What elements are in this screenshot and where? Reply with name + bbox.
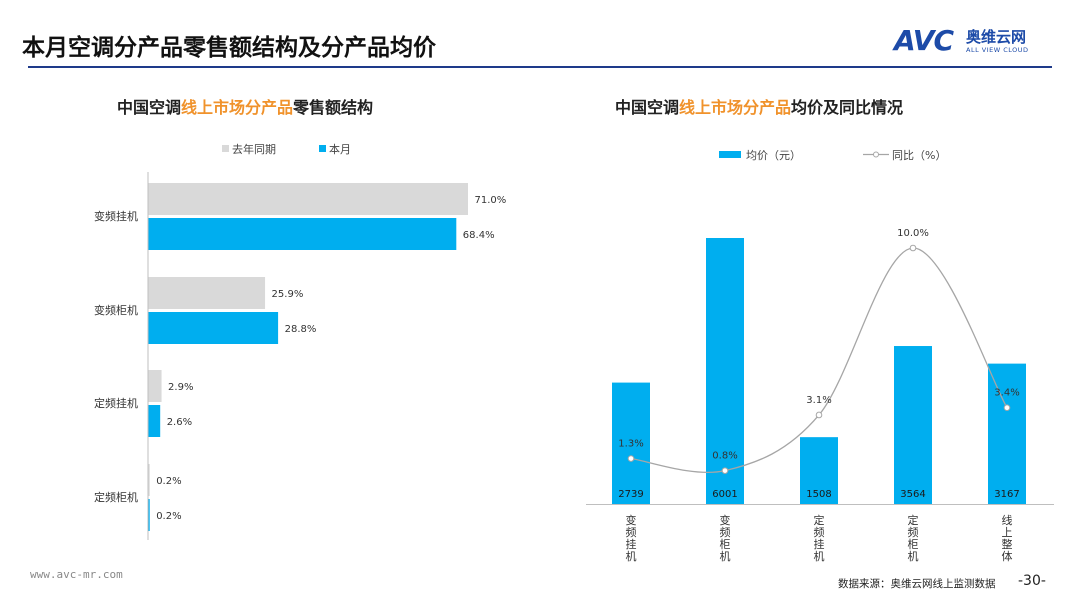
yoy-point-变频柜机 xyxy=(721,467,729,474)
legend-label-current: 本月 xyxy=(329,142,351,156)
yoy-label-变频挂机: 1.3% xyxy=(618,439,643,450)
yoy-point-线上整体 xyxy=(1003,404,1011,412)
bar-定频挂机-current xyxy=(148,405,161,437)
left-chart-title: 中国空调线上市场分产品零售额结构 xyxy=(117,94,373,118)
right-chart-title: 中国空调线上市场分产品均价及同比情况 xyxy=(615,94,903,118)
legend-label-previous: 去年同期 xyxy=(232,142,276,156)
legend-label-price: 均价（元） xyxy=(746,149,801,162)
bar-变频挂机-previous xyxy=(148,183,468,215)
price-label-定频挂机: 1508 xyxy=(806,489,831,500)
website-url[interactable]: www.avc-mr.com xyxy=(30,568,123,581)
right-title-pre: 中国空调 xyxy=(615,98,680,117)
left-title-highlight: 线上市场分产品 xyxy=(181,98,294,117)
right-title-post: 均价及同比情况 xyxy=(791,98,904,117)
legend-swatch-current xyxy=(319,145,326,152)
price-label-定频柜机: 3564 xyxy=(900,489,925,500)
column-定频柜机 xyxy=(894,346,932,504)
column-变频柜机 xyxy=(706,238,744,504)
price-label-变频挂机: 2739 xyxy=(618,489,643,500)
page-number: -30- xyxy=(1018,573,1046,589)
data-label-定频柜机-current: 0.2% xyxy=(156,511,181,522)
column-变频挂机 xyxy=(612,382,650,504)
category-label-定频挂机: 定频挂机 xyxy=(94,396,138,410)
logo-cn-text: 奥维云网 xyxy=(966,28,1027,46)
left-title-pre: 中国空调 xyxy=(117,98,182,117)
yoy-label-定频挂机: 3.1% xyxy=(806,395,831,406)
category-label-定频柜机: 定频柜机 xyxy=(908,513,919,563)
avc-logo: AVC 奥维云网 ALL VIEW CLOUD xyxy=(894,22,1054,58)
bar-定频挂机-previous xyxy=(148,370,162,402)
yoy-point-变频挂机 xyxy=(627,455,635,462)
logo-en-text: ALL VIEW CLOUD xyxy=(966,46,1029,54)
category-label-变频柜机: 变频柜机 xyxy=(720,513,731,563)
data-label-变频挂机-current: 68.4% xyxy=(463,230,495,241)
data-label-定频挂机-previous: 2.9% xyxy=(168,382,193,393)
yoy-label-线上整体: 3.4% xyxy=(994,388,1019,399)
bar-变频挂机-current xyxy=(148,218,457,250)
bar-定频柜机-current xyxy=(148,499,150,531)
yoy-label-变频柜机: 0.8% xyxy=(712,451,737,462)
bar-变频柜机-previous xyxy=(148,277,266,309)
data-label-变频柜机-previous: 25.9% xyxy=(272,289,304,300)
right-title-highlight: 线上市场分产品 xyxy=(679,98,792,117)
price-label-变频柜机: 6001 xyxy=(712,489,737,500)
category-label-线上整体: 线上整体 xyxy=(1002,513,1013,563)
data-source: 数据来源：奥维云网线上监测数据 xyxy=(838,578,996,590)
data-label-变频挂机-previous: 71.0% xyxy=(475,195,507,206)
bar-变频柜机-current xyxy=(148,312,279,344)
legend-marker-yoy xyxy=(873,151,879,158)
legend-swatch-price xyxy=(719,151,741,158)
category-label-变频挂机: 变频挂机 xyxy=(94,209,138,223)
category-label-变频挂机: 变频挂机 xyxy=(626,513,637,563)
bar-定频柜机-previous xyxy=(148,464,150,496)
yoy-line xyxy=(630,247,1008,474)
price-label-线上整体: 3167 xyxy=(994,489,1019,500)
legend-label-yoy: 同比（%） xyxy=(892,149,946,162)
yoy-label-定频柜机: 10.0% xyxy=(897,228,929,239)
column-线上整体 xyxy=(988,363,1026,504)
yoy-point-定频挂机 xyxy=(815,411,823,419)
column-定频挂机 xyxy=(800,437,838,504)
header-divider xyxy=(28,66,1052,68)
data-label-定频柜机-previous: 0.2% xyxy=(156,476,181,487)
legend-swatch-previous xyxy=(222,145,229,152)
yoy-point-定频柜机 xyxy=(909,244,917,252)
page-title: 本月空调分产品零售额结构及分产品均价 xyxy=(22,35,436,61)
category-label-变频柜机: 变频柜机 xyxy=(94,303,138,317)
data-label-变频柜机-current: 28.8% xyxy=(285,324,317,335)
data-label-定频挂机-current: 2.6% xyxy=(167,417,192,428)
logo-mark: AVC xyxy=(894,24,954,57)
category-label-定频柜机: 定频柜机 xyxy=(94,490,138,504)
left-title-post: 零售额结构 xyxy=(293,98,374,117)
category-label-定频挂机: 定频挂机 xyxy=(814,513,825,563)
